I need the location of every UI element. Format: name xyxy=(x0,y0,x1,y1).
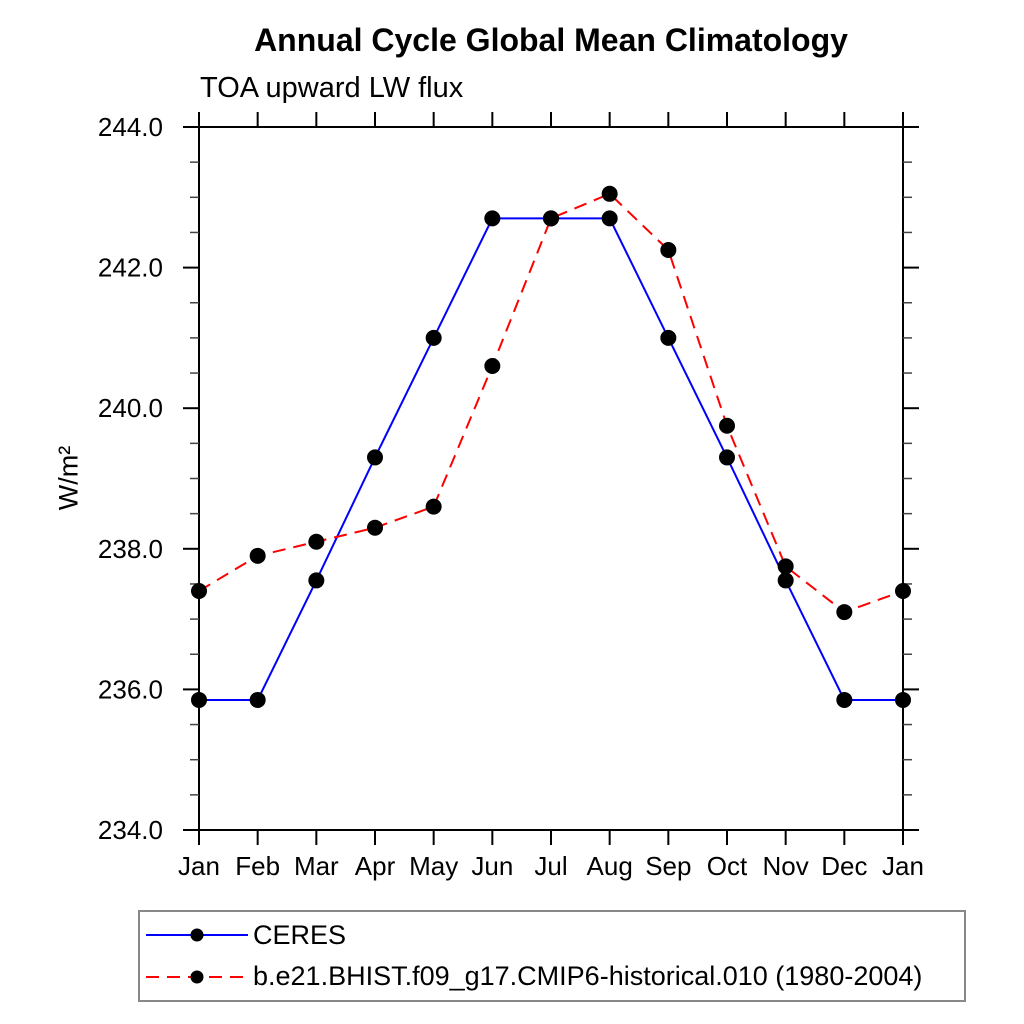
y-tick-label: 240.0 xyxy=(98,393,163,423)
y-tick-label: 242.0 xyxy=(98,253,163,283)
y-tick-label: 236.0 xyxy=(98,674,163,704)
legend-item-ceres: CERES xyxy=(140,915,964,955)
legend-label-ceres: CERES xyxy=(253,919,347,950)
legend-box: CERES b.e21.BHIST.f09_g17.CMIP6-historic… xyxy=(138,910,966,1002)
x-tick-label: Apr xyxy=(355,851,396,881)
x-tick-label: Sep xyxy=(645,851,691,881)
data-point-marker xyxy=(308,533,325,550)
plot-frame xyxy=(198,126,904,831)
series-markers-0 xyxy=(191,210,911,708)
series-line-0 xyxy=(199,217,903,701)
tick-labels: 244.0 242.0 240.0 238.0 236.0 234.0 Jan Feb Mar A… xyxy=(98,112,924,881)
y-tick-label: 238.0 xyxy=(98,534,163,564)
data-point-marker xyxy=(484,210,501,227)
data-point-marker xyxy=(895,582,911,599)
x-tick-label: Dec xyxy=(821,851,867,881)
legend-marker-icon xyxy=(190,970,204,984)
data-point-marker xyxy=(543,210,559,227)
legend-line-sample-solid xyxy=(146,928,248,942)
x-tick-label: Aug xyxy=(587,851,633,881)
x-tick-label: Jan xyxy=(882,851,924,881)
data-point-marker xyxy=(719,449,735,466)
data-point-marker xyxy=(895,691,911,708)
data-point-marker xyxy=(660,329,677,346)
data-point-marker xyxy=(308,572,325,589)
data-point-marker xyxy=(836,604,853,621)
chart-title: Annual Cycle Global Mean Climatology xyxy=(254,22,848,58)
data-point-marker xyxy=(484,358,501,375)
series-line-1 xyxy=(198,192,904,614)
legend-line-sample-dashed xyxy=(146,970,248,984)
data-point-marker xyxy=(601,185,618,202)
data-point-marker xyxy=(367,449,383,466)
data-point-marker xyxy=(249,691,266,708)
minor-tick-marks xyxy=(190,161,912,796)
data-point-marker xyxy=(191,582,207,599)
major-tick-marks xyxy=(183,112,919,845)
x-tick-label: Jun xyxy=(471,851,513,881)
x-tick-label: Oct xyxy=(707,851,748,881)
series-markers-1 xyxy=(191,185,911,621)
legend-item-model: b.e21.BHIST.f09_g17.CMIP6-historical.010… xyxy=(140,957,964,997)
chart-subtitle: TOA upward LW flux xyxy=(200,72,464,104)
legend-label-model: b.e21.BHIST.f09_g17.CMIP6-historical.010… xyxy=(253,961,923,992)
y-tick-label: 244.0 xyxy=(98,112,163,142)
x-tick-label: Nov xyxy=(763,851,809,881)
legend-marker-icon xyxy=(190,928,204,942)
data-point-marker xyxy=(425,329,442,346)
data-point-marker xyxy=(660,242,677,259)
data-point-marker xyxy=(836,691,853,708)
data-point-marker xyxy=(719,417,735,434)
y-tick-label: 234.0 xyxy=(98,815,163,845)
data-point-marker xyxy=(425,498,442,515)
data-point-marker xyxy=(777,572,794,589)
x-tick-label: Jul xyxy=(534,851,567,881)
x-tick-label: Mar xyxy=(294,851,339,881)
data-point-marker xyxy=(601,210,618,227)
data-point-marker xyxy=(249,547,266,564)
x-tick-label: Jan xyxy=(178,851,220,881)
x-tick-label: May xyxy=(409,851,458,881)
data-point-marker xyxy=(191,691,207,708)
x-tick-label: Feb xyxy=(235,851,280,881)
data-point-marker xyxy=(777,558,794,575)
data-point-marker xyxy=(367,519,383,536)
